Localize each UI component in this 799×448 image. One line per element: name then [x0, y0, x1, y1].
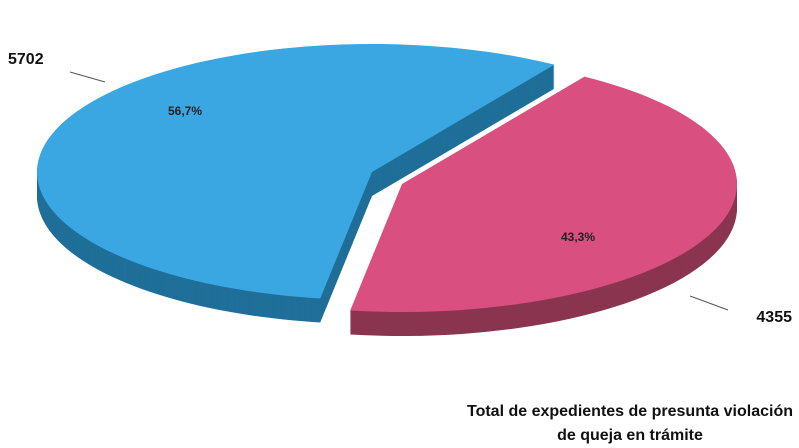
value-label: 5702 — [8, 51, 44, 68]
slice-top — [36, 43, 555, 299]
chart-title: Total de expedientes de presunta violaci… — [466, 403, 793, 444]
slice — [350, 76, 737, 336]
percentage-label: 43,3% — [561, 230, 595, 244]
slice — [36, 43, 555, 323]
percentage-label: 56,7% — [168, 104, 202, 118]
leader-line — [689, 295, 729, 311]
value-label: 4355 — [756, 309, 792, 326]
leader-line — [69, 71, 106, 83]
slice-top — [350, 76, 737, 312]
